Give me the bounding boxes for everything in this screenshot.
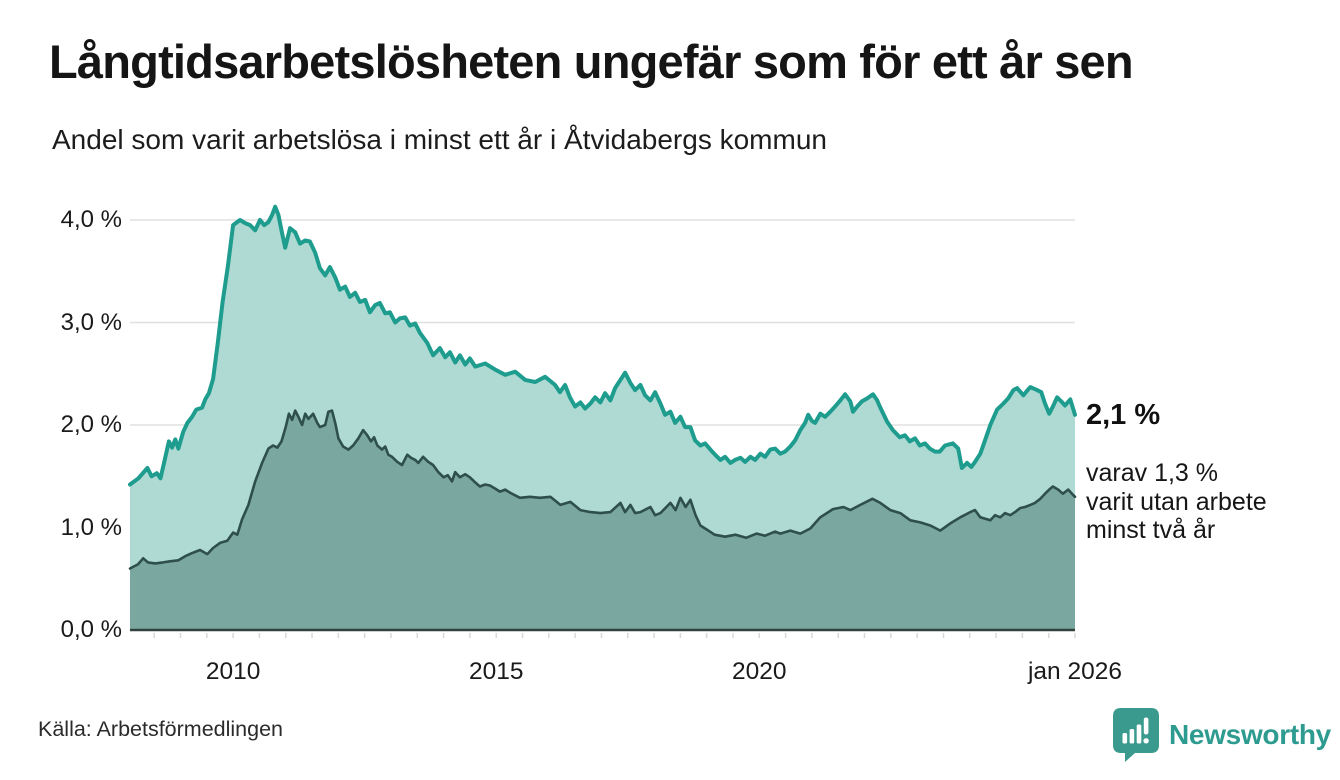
secondary-annotation-line: varit utan arbete	[1086, 487, 1267, 516]
y-tick-label: 2,0 %	[60, 411, 122, 438]
x-tick-label: 2020	[732, 658, 787, 685]
x-tick-label: jan 2026	[1027, 658, 1122, 685]
newsworthy-logo: Newsworthy	[1113, 708, 1331, 762]
secondary-annotation-line: varav 1,3 %	[1086, 459, 1219, 487]
secondary-annotation: varav 1,3 % varit utan arbete minst två …	[1086, 459, 1267, 545]
x-tick-label: 2015	[468, 658, 524, 685]
y-tick-label: 0,0 %	[60, 616, 122, 643]
newsworthy-wordmark: Newsworthy	[1169, 719, 1331, 750]
latest-value-label: 2,1 %	[1086, 399, 1161, 431]
page-title: Långtidsarbetslösheten ungefär som för e…	[49, 35, 1134, 88]
y-tick-label: 3,0 %	[60, 308, 122, 336]
y-tick-label: 4,0 %	[60, 206, 122, 233]
series-line	[128, 409, 1077, 570]
series-area	[130, 410, 1075, 630]
secondary-annotation-line: minst två år	[1086, 516, 1216, 544]
chart-subtitle: Andel som varit arbetslösa i minst ett å…	[52, 124, 827, 155]
newsworthy-icon	[1113, 708, 1159, 762]
y-tick-label: 1,0 %	[60, 513, 122, 541]
source-note: Källa: Arbetsförmedlingen	[38, 717, 284, 741]
series-line	[128, 204, 1077, 487]
x-tick-label: 2010	[205, 658, 261, 685]
